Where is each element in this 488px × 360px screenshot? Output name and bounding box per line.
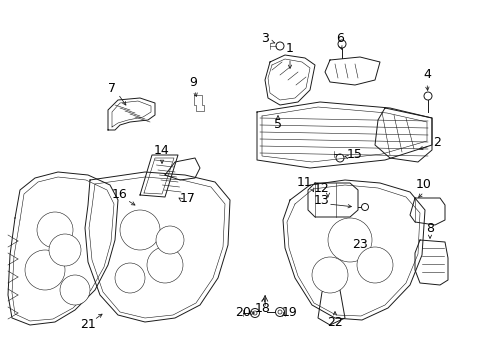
- Circle shape: [327, 218, 371, 262]
- Text: 11: 11: [297, 176, 312, 189]
- Circle shape: [423, 92, 431, 100]
- Text: 5: 5: [273, 118, 282, 131]
- Text: 1: 1: [285, 41, 293, 54]
- Circle shape: [278, 310, 282, 314]
- Circle shape: [60, 275, 90, 305]
- Text: 8: 8: [425, 221, 433, 234]
- Polygon shape: [414, 240, 447, 285]
- Circle shape: [25, 250, 65, 290]
- Polygon shape: [194, 95, 203, 111]
- Text: 17: 17: [180, 192, 196, 204]
- Text: 12: 12: [313, 181, 329, 194]
- Circle shape: [37, 212, 73, 248]
- Text: 19: 19: [282, 306, 297, 320]
- Polygon shape: [264, 55, 314, 105]
- Circle shape: [147, 247, 183, 283]
- Polygon shape: [409, 198, 444, 225]
- Circle shape: [356, 247, 392, 283]
- Text: 23: 23: [351, 238, 367, 252]
- Polygon shape: [108, 98, 155, 130]
- Polygon shape: [85, 172, 229, 322]
- Text: 15: 15: [346, 148, 362, 162]
- Text: 13: 13: [313, 194, 329, 207]
- Text: 10: 10: [415, 179, 431, 192]
- Text: 7: 7: [108, 81, 116, 94]
- Text: 2: 2: [432, 136, 440, 149]
- Text: 4: 4: [422, 68, 430, 81]
- Text: 22: 22: [326, 316, 342, 329]
- Polygon shape: [140, 155, 178, 197]
- Text: 14: 14: [154, 144, 169, 157]
- Text: 9: 9: [189, 77, 197, 90]
- Text: 3: 3: [261, 31, 268, 45]
- Circle shape: [311, 257, 347, 293]
- Text: 18: 18: [255, 302, 270, 315]
- Circle shape: [250, 309, 259, 318]
- Text: 20: 20: [235, 306, 250, 320]
- Polygon shape: [317, 285, 345, 325]
- Text: 6: 6: [335, 31, 343, 45]
- Circle shape: [275, 307, 284, 316]
- Polygon shape: [307, 183, 357, 217]
- Circle shape: [115, 263, 145, 293]
- Circle shape: [120, 210, 160, 250]
- Polygon shape: [374, 108, 431, 162]
- Text: 16: 16: [112, 189, 128, 202]
- Circle shape: [275, 42, 284, 50]
- Circle shape: [337, 40, 346, 48]
- Circle shape: [252, 311, 257, 315]
- Polygon shape: [325, 57, 379, 85]
- Polygon shape: [164, 158, 200, 180]
- Circle shape: [49, 234, 81, 266]
- Circle shape: [361, 203, 368, 211]
- Polygon shape: [8, 172, 118, 325]
- Polygon shape: [257, 102, 431, 168]
- Text: 21: 21: [80, 319, 96, 332]
- Circle shape: [335, 154, 343, 162]
- Circle shape: [156, 226, 183, 254]
- Polygon shape: [283, 180, 424, 320]
